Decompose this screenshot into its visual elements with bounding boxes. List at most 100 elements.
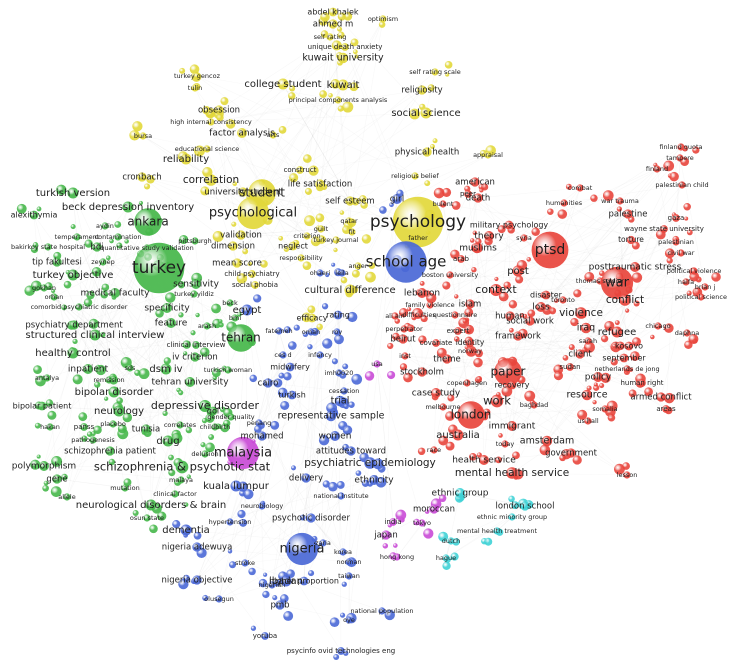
link <box>94 292 116 336</box>
link <box>92 283 197 441</box>
link <box>210 121 244 193</box>
node-label: expert <box>447 327 470 335</box>
link <box>72 206 129 276</box>
node-label: social science <box>391 108 460 119</box>
link <box>279 354 321 606</box>
node-label: dutch <box>442 537 461 545</box>
node-label: case study <box>412 389 461 399</box>
node-bubble <box>99 258 107 266</box>
node-bubble <box>232 258 242 268</box>
link <box>244 462 371 564</box>
link <box>166 293 195 309</box>
link <box>466 382 588 396</box>
link <box>320 151 428 230</box>
link <box>282 83 351 202</box>
item-dot <box>283 611 294 621</box>
link <box>72 192 148 519</box>
item-dot <box>231 221 237 227</box>
item-dot <box>45 399 54 407</box>
item-dot <box>171 432 183 444</box>
item-dot <box>83 298 93 307</box>
node-label: difficulties <box>402 311 436 319</box>
link <box>619 200 682 254</box>
item-dot <box>423 528 434 539</box>
item-dot <box>342 425 353 435</box>
node-label: client <box>568 350 592 360</box>
node-label: nigeria objective <box>162 576 233 586</box>
node-bubble <box>176 421 184 429</box>
node-label: peer <box>460 190 476 198</box>
node-label: health service <box>452 456 516 466</box>
link <box>170 322 176 495</box>
node-label: government <box>545 449 597 459</box>
item-dot <box>664 323 674 333</box>
node-bubble <box>439 403 447 411</box>
node-bubble <box>463 379 471 387</box>
node-bubble <box>490 394 504 408</box>
link <box>78 225 106 308</box>
item-dot <box>178 312 184 318</box>
item-dot <box>633 300 640 307</box>
node-label: armed conflict <box>630 393 692 403</box>
node-bubble <box>417 288 427 298</box>
node-label: bmi <box>229 314 241 322</box>
node-bubble <box>171 490 179 498</box>
item-dot <box>100 290 109 299</box>
item-dot <box>632 337 641 347</box>
link <box>56 261 104 480</box>
link <box>196 505 263 548</box>
item-dot <box>34 422 41 429</box>
node-label: social work <box>506 317 554 327</box>
item-dot <box>354 54 359 59</box>
node-label: arts <box>267 131 280 139</box>
link <box>150 416 232 506</box>
link <box>460 258 667 410</box>
item-dot <box>547 208 554 215</box>
node-bubble <box>672 214 680 222</box>
node-bubble <box>513 331 523 341</box>
node-bubble <box>493 527 501 535</box>
node-bubble <box>121 484 129 492</box>
item-dot <box>612 343 617 349</box>
item-dot <box>438 531 449 542</box>
node-label: correlation <box>183 174 239 186</box>
link <box>114 292 229 371</box>
link <box>508 224 511 317</box>
node-label: bulent <box>433 200 454 208</box>
node-bubble <box>40 284 48 292</box>
link <box>511 327 587 427</box>
node-label: kosovo <box>615 342 643 351</box>
item-dot <box>108 458 116 466</box>
item-dot <box>31 280 42 292</box>
item-dot <box>225 119 236 129</box>
item-dot <box>666 257 673 264</box>
node-bubble <box>333 328 341 336</box>
node-label: moroccan <box>413 505 455 515</box>
item-dot <box>599 383 605 389</box>
link <box>33 214 58 480</box>
node-bubble <box>277 78 289 90</box>
node-bubble <box>575 349 585 359</box>
node-bubble <box>201 450 209 458</box>
link <box>49 206 129 428</box>
item-dot <box>304 187 312 195</box>
item-dot <box>81 435 88 442</box>
node-label: framework <box>495 332 541 342</box>
node-bubble <box>672 238 680 246</box>
item-dot <box>185 426 193 434</box>
link <box>303 272 321 582</box>
node-bubble <box>393 553 401 561</box>
link <box>165 302 231 370</box>
item-dot <box>51 455 63 467</box>
node-label: tehran university <box>151 378 229 388</box>
node-label: australia <box>436 430 480 441</box>
item-dot <box>51 288 56 294</box>
node-label: lebanon <box>404 289 440 299</box>
item-dot <box>328 481 338 492</box>
node-bubble <box>133 242 185 294</box>
node-bubble <box>191 84 199 92</box>
item-dot <box>237 509 246 519</box>
item-dot <box>138 200 144 206</box>
item-dot <box>250 625 257 631</box>
item-dot <box>590 194 598 202</box>
